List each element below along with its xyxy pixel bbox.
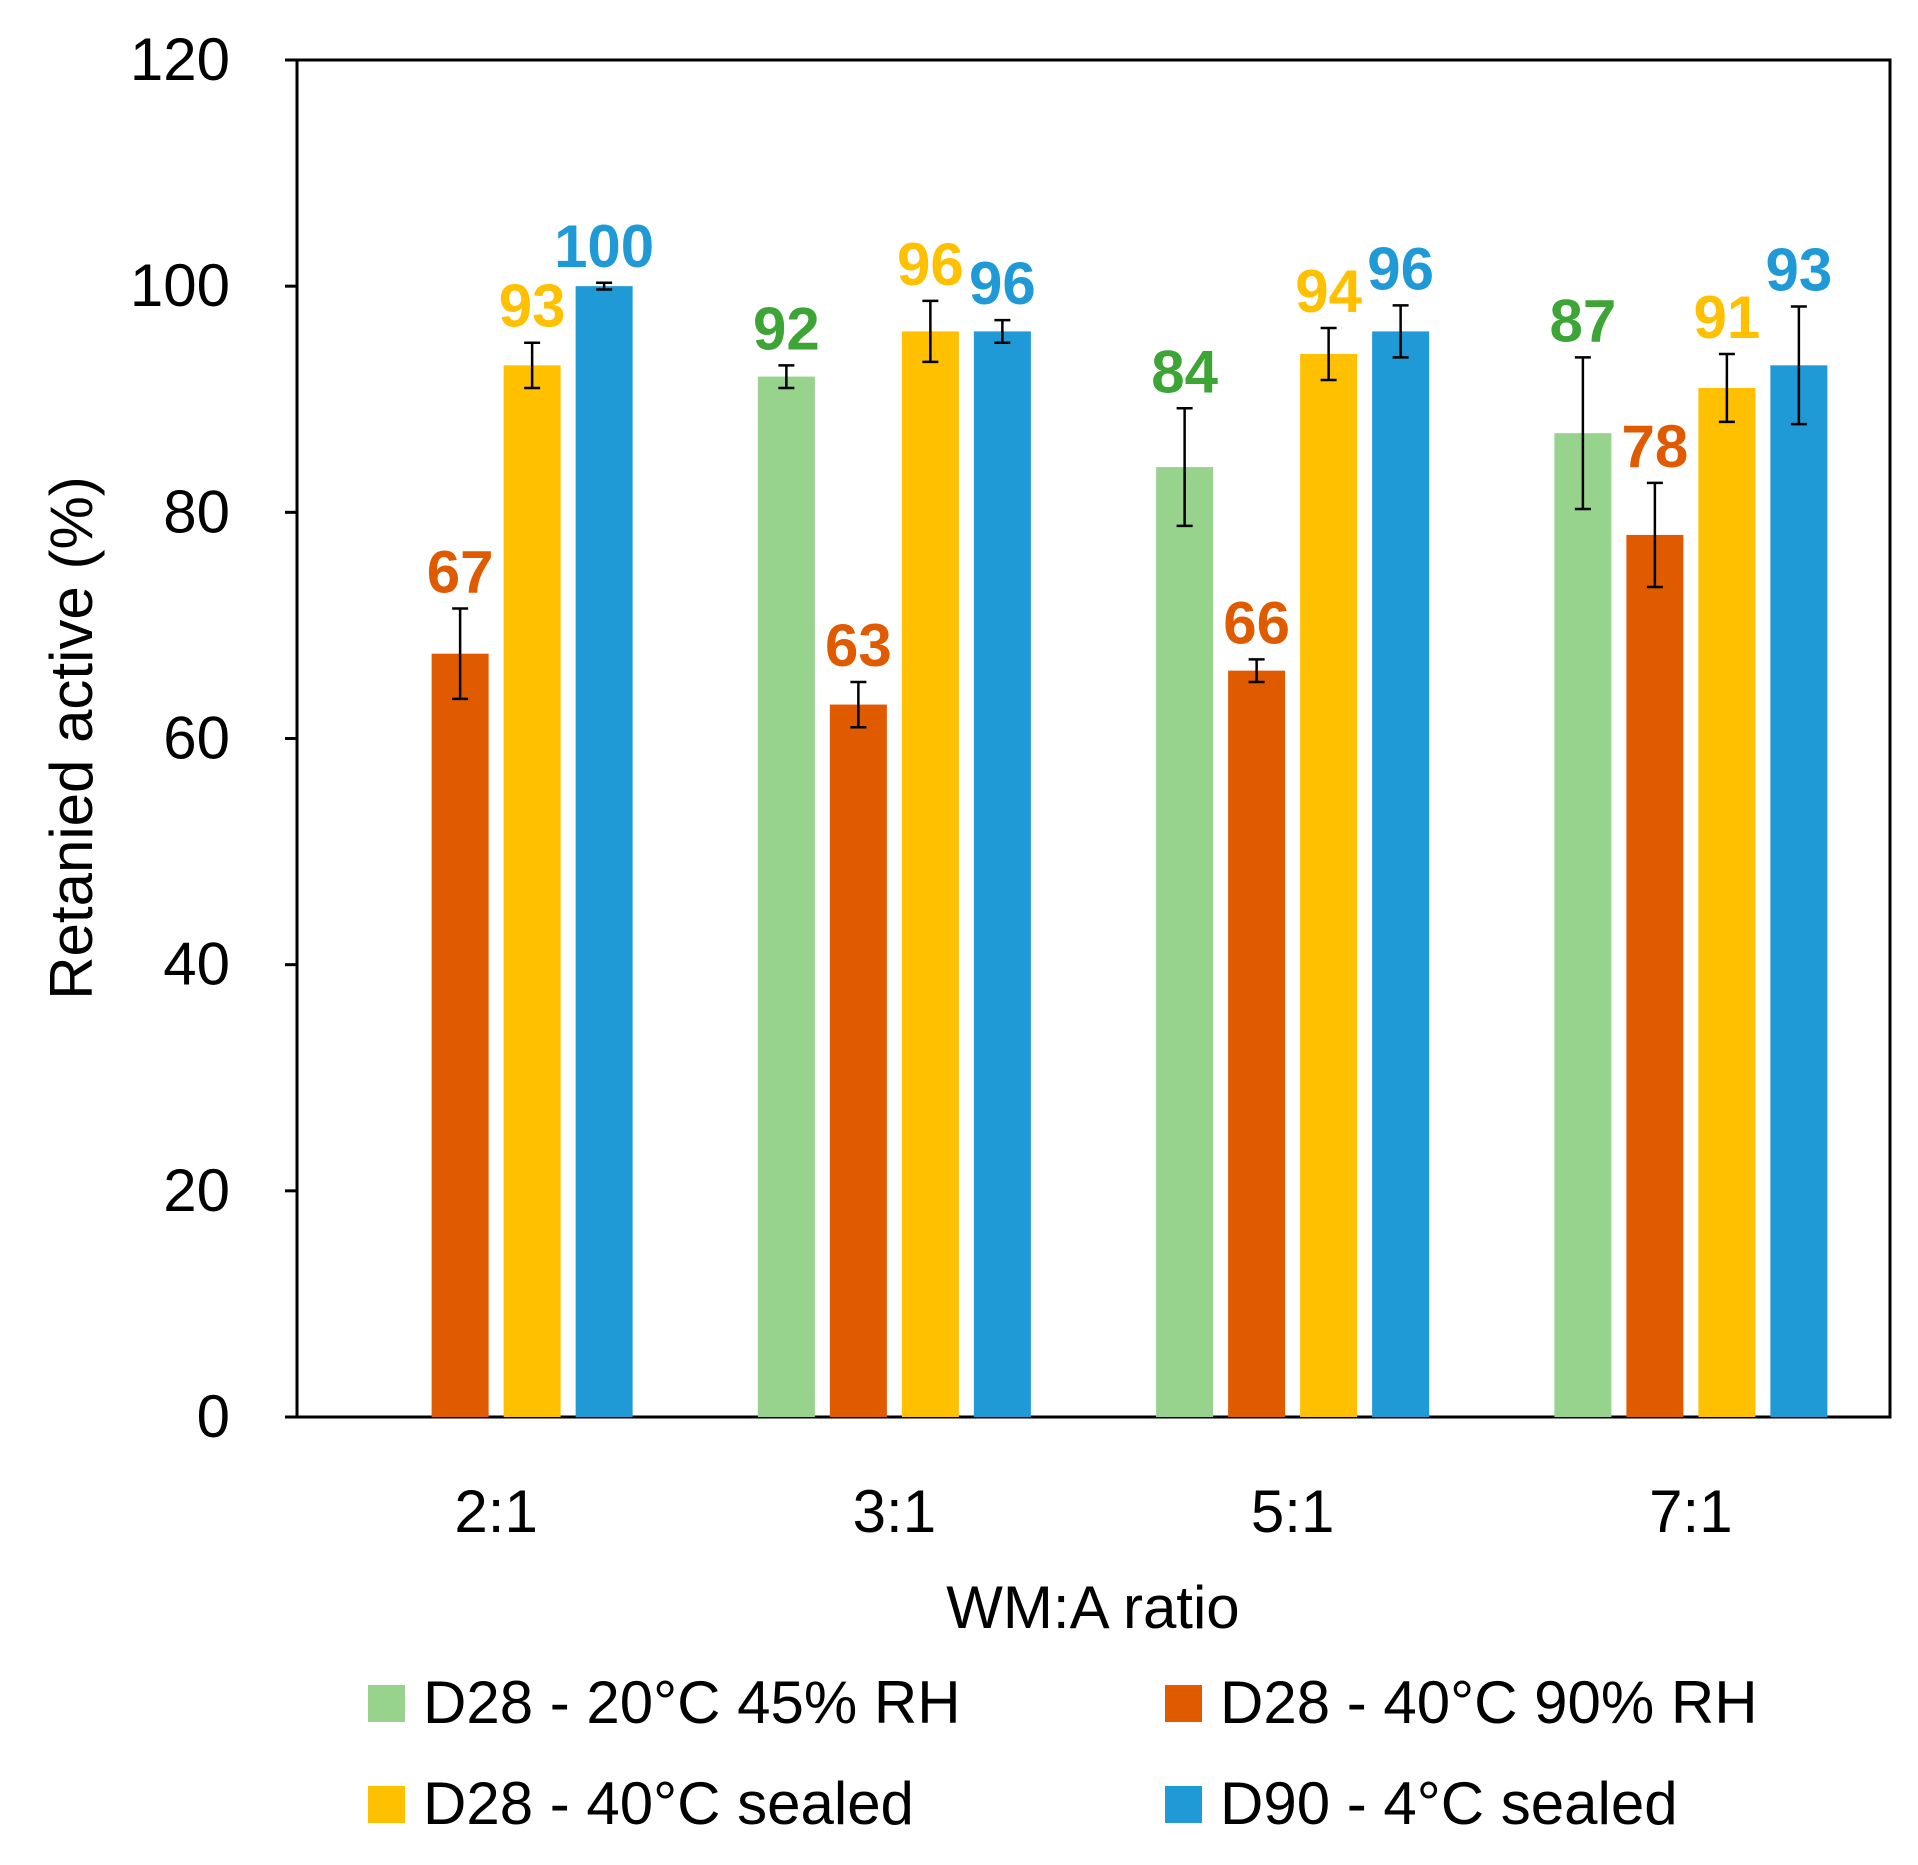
bar [1300, 354, 1358, 1418]
bar [829, 704, 887, 1417]
bar [1554, 433, 1612, 1417]
legend-swatch [1165, 1786, 1202, 1823]
legend: D28 - 20°C 45% RH D28 - 40°C 90% RH D28 - … [368, 1669, 1758, 1837]
y-axis-title: Retanied active (%) [38, 476, 105, 1000]
data-label: 84 [1151, 338, 1218, 405]
legend-label: D28 - 40°C sealed [423, 1770, 914, 1837]
legend-swatch [368, 1786, 405, 1823]
y-tick-label: 100 [130, 252, 230, 319]
plot-frame [295, 58, 1892, 1419]
error-bar [1574, 356, 1591, 511]
legend-label: D28 - 40°C 90% RH [1220, 1669, 1758, 1736]
bar [1228, 670, 1286, 1417]
data-label: 91 [1694, 284, 1761, 351]
data-label: 63 [825, 612, 892, 679]
error-bar [1646, 481, 1663, 589]
error-bar [778, 364, 795, 390]
data-label: 92 [753, 295, 820, 362]
bar [1372, 331, 1430, 1417]
data-label: 93 [499, 273, 566, 340]
data-label: 96 [897, 231, 964, 298]
data-label: 87 [1550, 287, 1617, 354]
bar [973, 331, 1031, 1417]
error-bar [1718, 352, 1735, 424]
y-tick-label: 80 [163, 478, 230, 545]
data-label: 66 [1223, 589, 1290, 656]
bar [1626, 534, 1684, 1417]
y-tick-label: 0 [197, 1383, 230, 1450]
y-axis: 0 20 40 60 80 100 120 [130, 26, 297, 1450]
error-bar [1392, 304, 1409, 359]
legend-item: D28 - 40°C sealed [368, 1770, 914, 1837]
x-axis-title: WM:A ratio [946, 1574, 1239, 1641]
bar [1156, 467, 1214, 1418]
legend-item: D90 - 4°C sealed [1165, 1770, 1678, 1837]
error-bar [524, 341, 541, 390]
legend-label: D28 - 20°C 45% RH [423, 1669, 961, 1736]
error-bar [452, 607, 469, 701]
data-label: 67 [427, 538, 494, 605]
error-bar [1176, 407, 1193, 528]
error-bar [850, 680, 867, 729]
data-label: 93 [1766, 237, 1833, 304]
x-axis: 2:1 3:1 5:1 7:1 [454, 1478, 1732, 1545]
bar [1770, 365, 1828, 1418]
bars-layer [431, 286, 1828, 1418]
y-tick-label: 40 [163, 931, 230, 998]
error-bar [596, 281, 613, 291]
legend-swatch [368, 1685, 405, 1722]
legend-label: D90 - 4°C sealed [1220, 1770, 1678, 1837]
error-bars-layer [452, 281, 1807, 729]
bar [575, 286, 633, 1418]
data-label: 96 [969, 250, 1036, 317]
bar [901, 331, 959, 1417]
bar [757, 376, 815, 1418]
legend-item: D28 - 20°C 45% RH [368, 1669, 961, 1736]
data-label: 100 [554, 213, 654, 280]
error-bar [922, 299, 939, 364]
y-tick-label: 20 [163, 1157, 230, 1224]
data-label: 78 [1622, 413, 1689, 480]
bar [503, 365, 561, 1418]
data-label: 96 [1367, 235, 1434, 302]
y-tick-label: 120 [130, 26, 230, 93]
legend-item: D28 - 40°C 90% RH [1165, 1669, 1758, 1736]
error-bar [994, 318, 1011, 344]
error-bar [1790, 305, 1807, 426]
legend-swatch [1165, 1685, 1202, 1722]
bar [431, 653, 489, 1417]
x-tick-label: 3:1 [853, 1478, 936, 1545]
x-tick-label: 2:1 [454, 1478, 537, 1545]
error-bar [1320, 326, 1337, 382]
x-tick-label: 7:1 [1649, 1478, 1732, 1545]
x-tick-label: 5:1 [1251, 1478, 1334, 1545]
error-bar [1248, 658, 1265, 684]
data-label: 94 [1295, 258, 1362, 325]
y-tick-label: 60 [163, 705, 230, 772]
bar [1698, 387, 1756, 1418]
